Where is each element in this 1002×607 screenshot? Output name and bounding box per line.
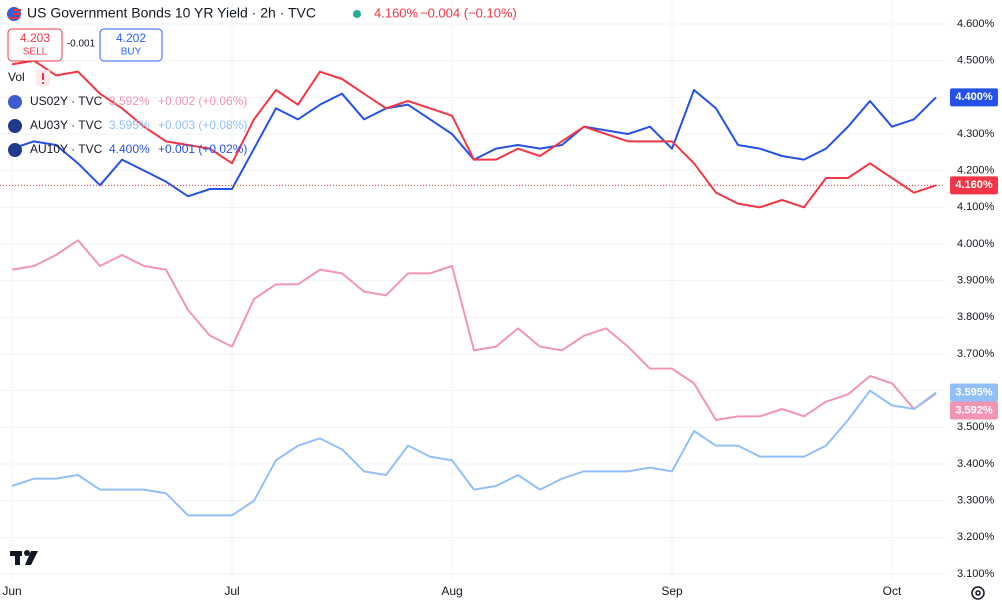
price-tag [950, 383, 998, 402]
logo-part [15, 551, 20, 565]
buy-price: 4.202 [116, 31, 146, 45]
legend-icon [8, 143, 22, 157]
price-tag-label: 3.595% [955, 386, 993, 398]
legend-change: +0.002 (+0.06%) [158, 94, 247, 108]
grid [0, 0, 945, 580]
y-tick-label: 4.300% [957, 128, 995, 140]
warning-mark [42, 82, 44, 84]
settings-icon-core [975, 590, 981, 596]
price-tag-label: 3.592% [955, 404, 993, 416]
price-tag-label: 4.400% [955, 91, 993, 103]
y-tick-label: 3.700% [957, 348, 995, 360]
legend-name: AU03Y · TVC [30, 118, 103, 132]
legend-value: 3.592% [109, 94, 150, 108]
sell-price: 4.203 [20, 31, 50, 45]
chart-title: US Government Bonds 10 YR Yield · 2h · T… [27, 5, 316, 21]
legend-icon [8, 95, 22, 109]
price-change: −0.004 (−0.10%) [420, 5, 517, 20]
last-price: 4.160% [374, 5, 419, 20]
buy-label: BUY [121, 47, 142, 58]
plot [0, 59, 945, 517]
legend-icon [8, 119, 22, 133]
x-tick-label: Jun [2, 584, 21, 598]
series-line [11, 59, 937, 209]
y-tick-label: 3.400% [957, 458, 995, 470]
price-tag [950, 88, 998, 107]
y-tick-label: 3.100% [957, 568, 995, 580]
legend-name: US02Y · TVC [30, 94, 103, 108]
legend-name: AU10Y · TVC [30, 142, 103, 156]
y-tick-label: 3.200% [957, 531, 995, 543]
y-tick-label: 4.100% [957, 201, 995, 213]
legend-value: 4.400% [109, 142, 150, 156]
buy-button[interactable] [99, 28, 163, 62]
y-tick-label: 4.000% [957, 238, 995, 250]
flag-stripe [9, 17, 19, 19]
legend-change: +0.003 (+0.08%) [158, 118, 247, 132]
spread: -0.001 [67, 39, 96, 50]
price-tag [950, 401, 998, 420]
y-tick-label: 3.800% [957, 311, 995, 323]
price-tag-label: 4.160% [955, 179, 993, 191]
tv-logo [10, 550, 38, 565]
flag-stripe [13, 9, 21, 11]
y-tick-label: 3.900% [957, 275, 995, 287]
legend-value: 3.595% [109, 118, 150, 132]
y-tick-label: 3.300% [957, 495, 995, 507]
x-tick-label: Sep [661, 584, 683, 598]
volume-label: Vol [8, 70, 25, 84]
market-status [353, 10, 361, 18]
sell-label: SELL [23, 47, 48, 58]
x-tick-label: Oct [883, 584, 902, 598]
flag-stripe [13, 13, 21, 15]
y-tick-label: 3.500% [957, 421, 995, 433]
settings-icon[interactable] [971, 586, 985, 600]
y-tick-label: 4.500% [957, 55, 995, 67]
y-tick-label: 4.200% [957, 165, 995, 177]
series-line [11, 89, 937, 198]
series-line [11, 389, 937, 517]
y-tick-label: 4.600% [957, 18, 995, 30]
logo-part [24, 550, 30, 556]
series-line [11, 239, 937, 421]
x-tick-label: Aug [441, 584, 462, 598]
x-tick-label: Jul [224, 584, 239, 598]
sell-button[interactable] [7, 28, 63, 62]
warning-mark [42, 73, 44, 80]
logo-part [25, 551, 38, 565]
price-tag [950, 176, 998, 195]
legend-change: +0.001 (+0.02%) [158, 142, 247, 156]
overlay: US Government Bonds 10 YR Yield · 2h · T… [2, 5, 998, 600]
